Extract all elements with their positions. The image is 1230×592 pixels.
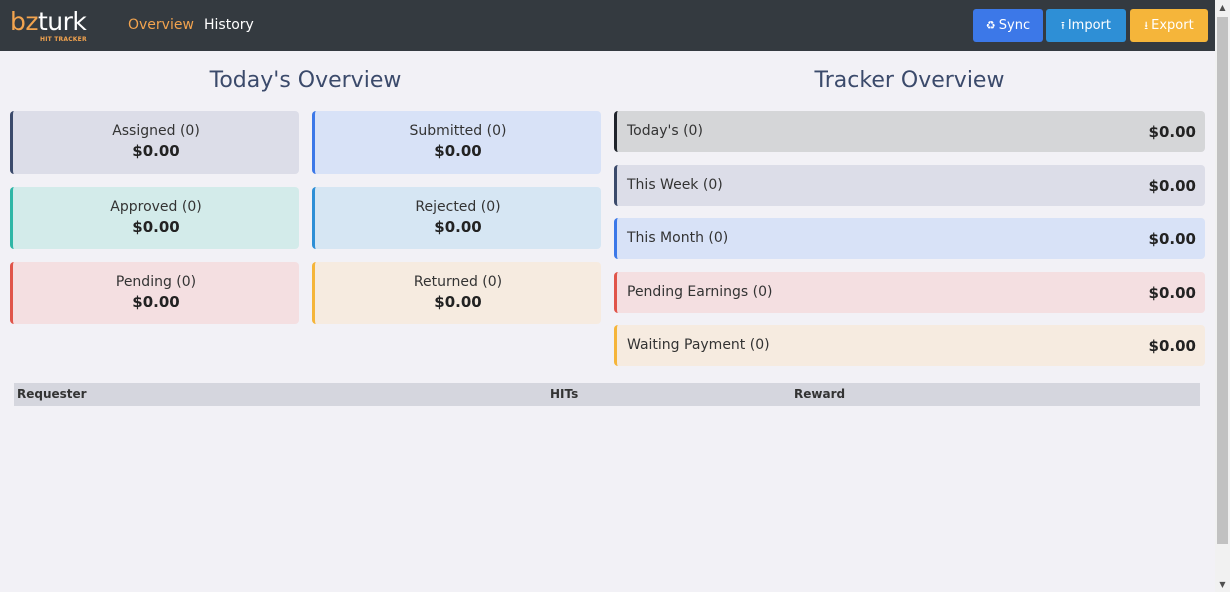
assigned-value: $0.00 [132,142,180,160]
column-header-hits[interactable]: HITs [550,387,579,401]
scroll-down-arrow-icon[interactable]: ▼ [1219,580,1226,589]
export-label: Export [1151,18,1194,33]
recycle-icon: ♻ [985,19,996,32]
approved-card: Approved (0) $0.00 [10,187,299,249]
assigned-label: Assigned (0) [112,123,200,139]
tracker-pending-value: $0.00 [1148,284,1196,302]
scroll-thumb[interactable] [1217,17,1228,544]
tracker-month-value: $0.00 [1148,230,1196,248]
tracker-today-value: $0.00 [1148,123,1196,141]
tracker-row-waiting-payment: Waiting Payment (0) $0.00 [614,325,1205,366]
tracker-week-label: This Week (0) [627,177,723,193]
import-button[interactable]: ⭱ Import [1046,9,1126,42]
tracker-today-label: Today's (0) [627,123,703,139]
export-button[interactable]: ⭳ Export [1130,9,1208,42]
tracker-row-pending-earnings: Pending Earnings (0) $0.00 [614,272,1205,313]
tracker-waiting-value: $0.00 [1148,337,1196,355]
submitted-card: Submitted (0) $0.00 [312,111,601,174]
returned-value: $0.00 [434,293,482,311]
column-header-requester[interactable]: Requester [17,387,87,401]
upload-icon: ⭱ [1060,19,1065,32]
rejected-card: Rejected (0) $0.00 [312,187,601,249]
returned-card: Returned (0) $0.00 [312,262,601,324]
tracker-row-week: This Week (0) $0.00 [614,165,1205,206]
today-overview-title: Today's Overview [209,68,402,93]
tracker-overview-title: Tracker Overview [814,68,1005,93]
logo-tagline: HIT TRACKER [40,36,87,43]
nav-overview[interactable]: Overview [128,17,194,33]
submitted-value: $0.00 [434,142,482,160]
sync-button[interactable]: ♻ Sync [973,9,1043,42]
tracker-row-today: Today's (0) $0.00 [614,111,1205,152]
logo-wordmark: bzturk [10,7,87,36]
pending-card: Pending (0) $0.00 [10,262,299,324]
download-icon: ⭳ [1144,19,1149,32]
tracker-waiting-label: Waiting Payment (0) [627,337,770,353]
top-navbar: bzturk HIT TRACKER Overview History ♻ Syn… [0,0,1215,51]
rejected-label: Rejected (0) [415,199,501,215]
tracker-month-label: This Month (0) [627,230,729,246]
pending-label: Pending (0) [115,274,197,290]
approved-value: $0.00 [132,218,180,236]
pending-value: $0.00 [132,293,180,311]
tracker-pending-label: Pending Earnings (0) [627,284,773,300]
brand-logo[interactable]: bzturk HIT TRACKER [10,6,90,46]
column-header-reward[interactable]: Reward [794,387,846,401]
import-label: Import [1067,18,1111,33]
requester-table-header: Requester HITs Reward [14,383,1200,406]
rejected-value: $0.00 [434,218,482,236]
nav-history[interactable]: History [204,17,254,33]
tracker-row-month: This Month (0) $0.00 [614,218,1205,259]
sync-label: Sync [998,18,1031,33]
approved-label: Approved (0) [110,199,202,215]
scroll-up-arrow-icon[interactable]: ▲ [1219,3,1226,12]
submitted-label: Submitted (0) [409,123,507,139]
returned-label: Returned (0) [413,274,503,290]
assigned-card: Assigned (0) $0.00 [10,111,299,174]
tracker-week-value: $0.00 [1148,177,1196,195]
page-scrollbar[interactable]: ▲ ▼ [1215,0,1230,592]
